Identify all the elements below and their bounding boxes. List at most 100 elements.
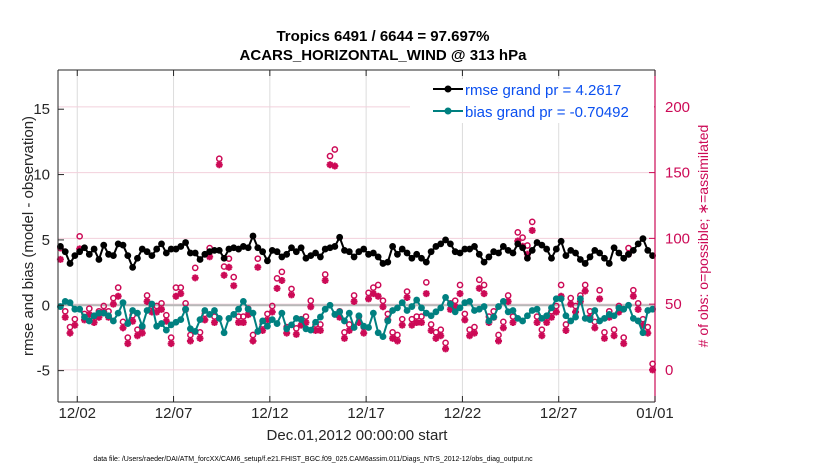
asterisk-core [173, 294, 179, 299]
obs-assimilated-point [56, 255, 64, 263]
rmse-point [316, 253, 324, 261]
bias-point [634, 317, 642, 325]
rmse-point [196, 256, 204, 263]
obs-assimilated-point [470, 329, 478, 337]
obs-assimilated-point [162, 317, 170, 325]
asterisk-core [419, 320, 424, 325]
bias-point [81, 313, 88, 321]
bias-point [211, 307, 218, 314]
bias-point [418, 304, 425, 312]
obs-assimilated-point [244, 311, 252, 319]
bias-point [384, 317, 392, 325]
obs-assimilated-point [398, 321, 406, 329]
rmse-point [81, 244, 88, 252]
rmse-point [360, 245, 368, 253]
bias-point [143, 307, 151, 314]
bias-point [336, 308, 344, 316]
rmse-point [162, 249, 170, 257]
rmse-point [634, 240, 642, 248]
obs-possible-point [374, 281, 382, 289]
bias-point [239, 297, 247, 305]
rmse-point [552, 245, 560, 253]
obs-assimilated-point [336, 313, 344, 321]
asterisk-core [371, 291, 376, 296]
right-y-axis-label: # of obs: o=possible; ∗=assimilated [695, 125, 711, 348]
chart-title-line1: Tropics 6491 / 6644 = 97.697% [276, 28, 489, 45]
rmse-point [283, 250, 291, 258]
rmse-point [215, 246, 223, 254]
obs-assimilated-point [235, 319, 243, 327]
right-y-tick-label: 50 [665, 296, 682, 313]
bias-point [138, 322, 146, 330]
bias-point [201, 307, 209, 314]
rmse-point [524, 254, 531, 262]
rmse-point [143, 248, 151, 256]
obs-assimilated-point [427, 326, 435, 334]
obs-assimilated-point [153, 308, 161, 316]
chart-title-line2: ACARS_HORIZONTAL_WIND @ 313 hPa [240, 47, 528, 64]
obs-possible-point [394, 331, 401, 339]
bias-point [649, 305, 656, 313]
obs-assimilated-point [567, 300, 575, 308]
obs-assimilated-point [495, 337, 503, 345]
asterisk-core [534, 320, 540, 325]
obs-assimilated-point [350, 298, 358, 306]
asterisk-core [481, 291, 487, 296]
rmse-point [408, 254, 416, 262]
asterisk-core [563, 328, 569, 333]
obs-possible-point [504, 292, 512, 299]
obs-possible-point [557, 281, 565, 289]
obs-assimilated-point [528, 226, 536, 234]
obs-assimilated-point [499, 324, 507, 332]
obs-assimilated-point [403, 294, 411, 302]
rmse-point [456, 249, 464, 257]
obs-assimilated-point [596, 295, 604, 303]
obs-assimilated-point [302, 319, 310, 327]
bias-point [572, 313, 579, 321]
obs-possible-point [326, 152, 334, 160]
asterisk-core [193, 275, 198, 281]
bias-point [557, 295, 565, 303]
asterisk-core [212, 320, 217, 325]
rmse-point [601, 254, 608, 262]
bias-point [162, 326, 170, 334]
obs-assimilated-point [191, 274, 199, 282]
obs-possible-point [437, 326, 445, 334]
rmse-point [543, 245, 551, 253]
rmse-point [76, 248, 84, 256]
bias-point [490, 313, 498, 321]
obs-assimilated-point [225, 263, 233, 271]
bias-point [413, 296, 421, 304]
bias-point [326, 301, 334, 309]
rmse-point [331, 243, 339, 250]
obs-assimilated-point [562, 326, 570, 334]
rmse-point [605, 260, 613, 267]
obs-assimilated-point [389, 334, 397, 342]
y-tick-label: 10 [33, 167, 50, 184]
asterisk-core [72, 322, 78, 328]
obs-assimilated-point [268, 308, 276, 316]
bias-point [374, 329, 382, 337]
obs-possible-point [562, 321, 570, 328]
asterisk-core [510, 320, 516, 325]
asterisk-core [241, 320, 246, 325]
obs-possible-point [528, 218, 536, 226]
asterisk-core [597, 296, 602, 302]
obs-assimilated-point [138, 329, 146, 337]
x-tick-label: 01/01 [636, 405, 674, 422]
bias-point [268, 316, 276, 324]
obs-possible-point [288, 285, 295, 293]
axes [57, 69, 656, 403]
rmse-point [336, 233, 344, 241]
asterisk-core [289, 292, 294, 298]
asterisk-core [120, 325, 126, 331]
obs-assimilated-point [629, 292, 637, 300]
rmse-point [345, 248, 353, 256]
asterisk-core [433, 336, 439, 341]
rmse-point [211, 246, 218, 254]
obs-assimilated-point [543, 319, 551, 327]
asterisk-core [462, 317, 468, 323]
bias-point [466, 297, 474, 305]
bias-point [562, 312, 570, 320]
bias-point [235, 305, 242, 313]
